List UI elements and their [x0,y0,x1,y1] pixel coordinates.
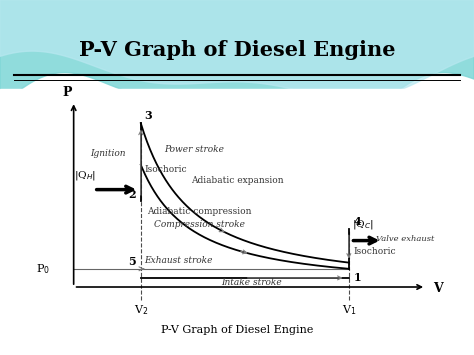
Bar [0,89,474,355]
Text: Valve exhaust: Valve exhaust [376,235,434,244]
Text: Ignition: Ignition [91,149,126,158]
Text: V$_2$: V$_2$ [134,304,148,317]
Text: |Q$_H$|: |Q$_H$| [73,169,96,182]
Text: Compression stroke: Compression stroke [154,220,245,229]
Text: Intake stroke: Intake stroke [221,278,282,287]
Text: 1: 1 [354,272,362,283]
Text: Isochoric: Isochoric [354,247,396,256]
Text: P-V Graph of Diesel Engine: P-V Graph of Diesel Engine [161,325,313,335]
Text: 5: 5 [128,256,136,267]
Text: Adiabatic compression: Adiabatic compression [147,207,252,216]
Text: Isochoric: Isochoric [144,165,187,174]
Text: V: V [433,282,442,295]
Text: 4: 4 [354,216,362,227]
Text: Exhaust stroke: Exhaust stroke [144,256,213,265]
Text: |Q$_C$|: |Q$_C$| [352,218,374,231]
Text: P: P [62,87,72,99]
Text: Adiabatic expansion: Adiabatic expansion [191,176,284,185]
Text: P-V Graph of Diesel Engine: P-V Graph of Diesel Engine [79,40,395,60]
Text: 3: 3 [144,110,152,121]
Text: 2: 2 [128,189,136,200]
Text: P$_0$: P$_0$ [36,262,50,276]
Text: V$_1$: V$_1$ [342,304,356,317]
Text: Power stroke: Power stroke [164,145,224,154]
